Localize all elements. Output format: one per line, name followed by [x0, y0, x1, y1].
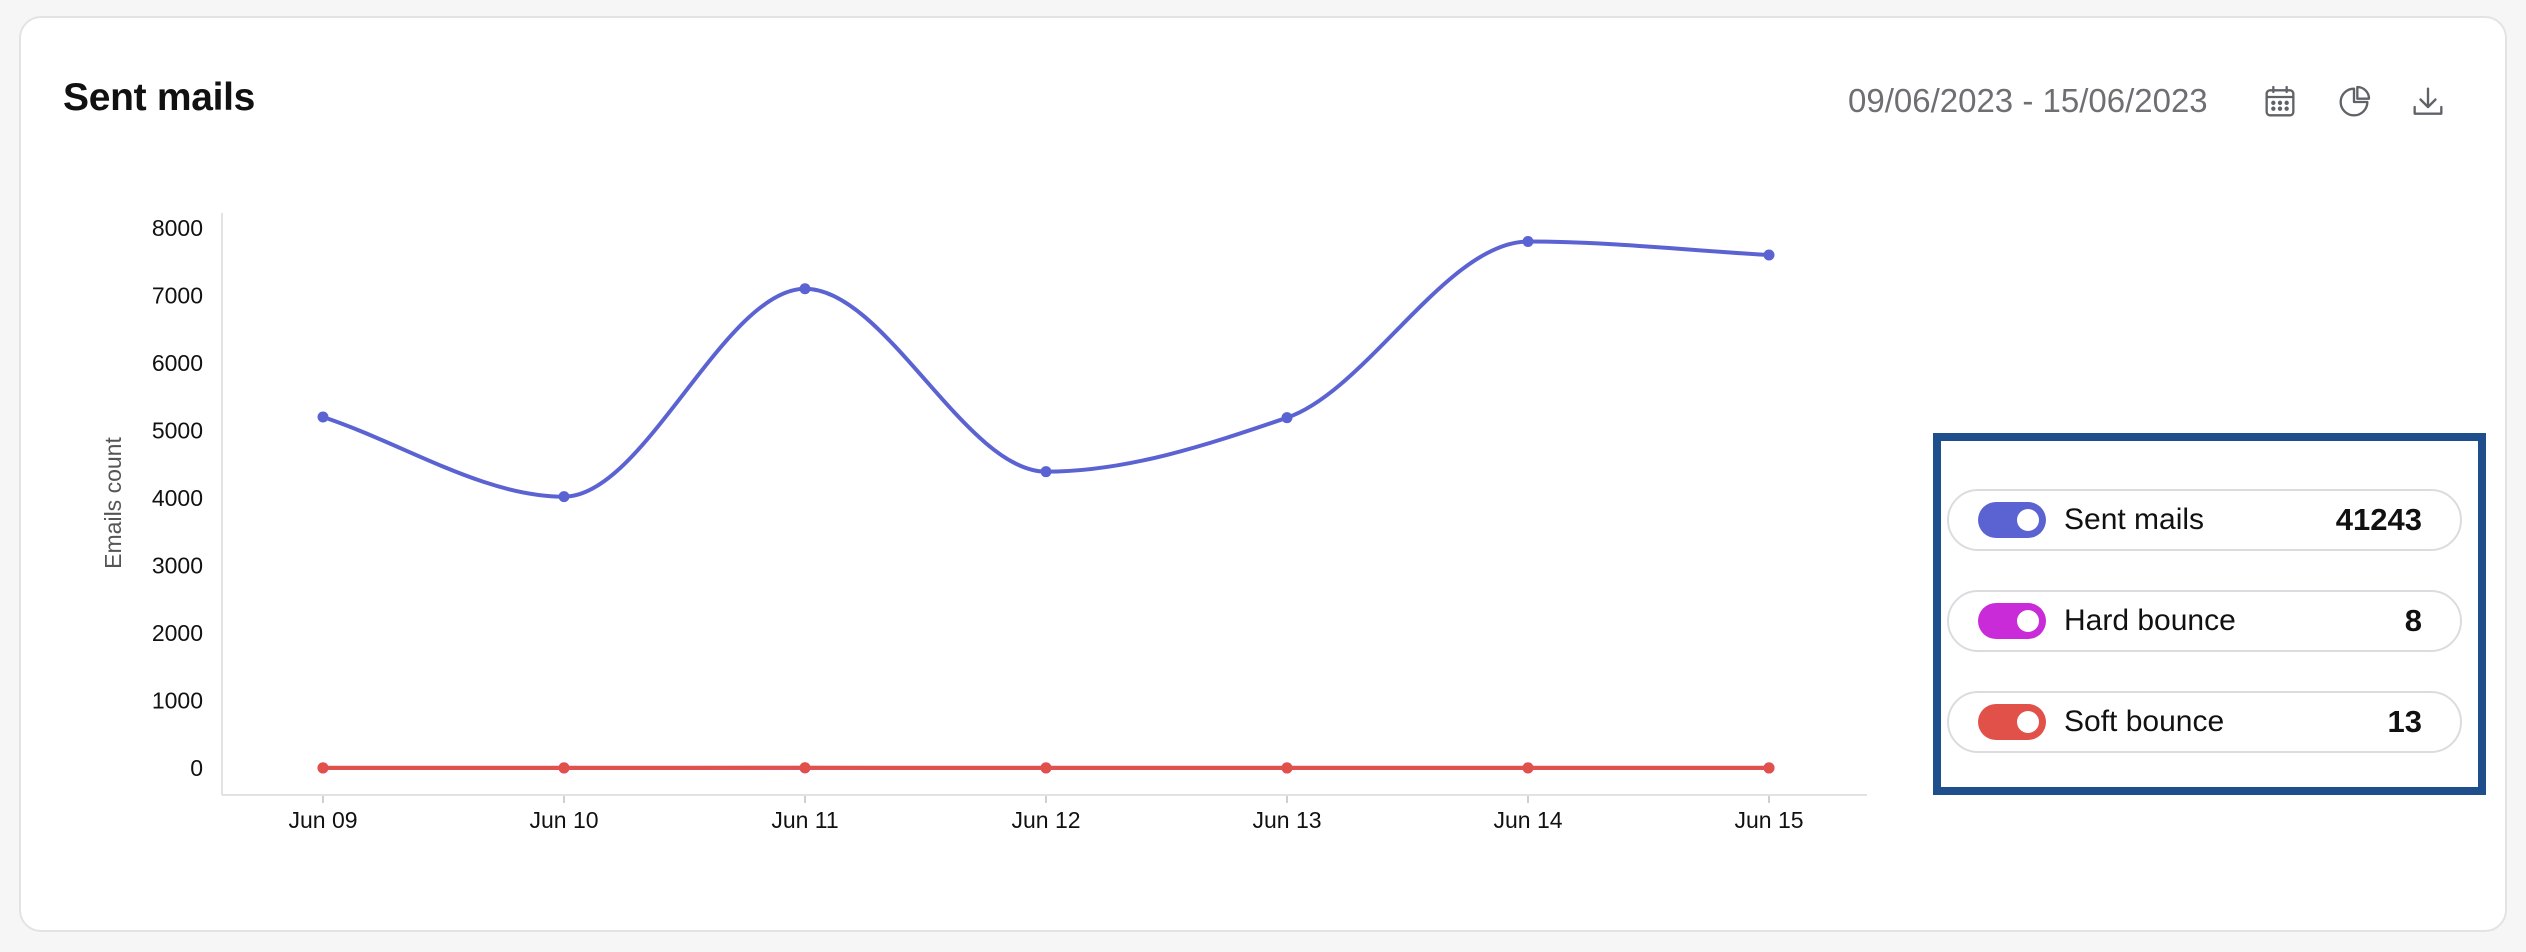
- legend-value: 41243: [2335, 502, 2422, 537]
- data-point[interactable]: [1522, 762, 1534, 774]
- legend-item-soft-bounce[interactable]: Soft bounce 13: [1947, 691, 2462, 753]
- data-point[interactable]: [558, 762, 570, 774]
- toggle-knob: [2017, 711, 2039, 733]
- legend-value: 8: [2404, 603, 2422, 638]
- data-point[interactable]: [1281, 412, 1293, 424]
- x-tick-label: Jun 13: [1252, 807, 1321, 833]
- series-toggle[interactable]: [1978, 603, 2046, 639]
- data-point[interactable]: [1281, 762, 1293, 774]
- legend-label: Soft bounce: [2064, 705, 2225, 738]
- data-point[interactable]: [317, 762, 329, 774]
- y-tick-label: 1000: [152, 688, 203, 714]
- data-point[interactable]: [1763, 249, 1775, 261]
- y-tick-label: 4000: [152, 485, 203, 511]
- legend-item-hard-bounce[interactable]: Hard bounce 8: [1947, 590, 2462, 652]
- data-point[interactable]: [799, 762, 811, 774]
- download-icon: [2413, 87, 2443, 115]
- chart-type-button[interactable]: [2332, 80, 2376, 124]
- x-tick-label: Jun 11: [771, 807, 838, 833]
- data-point[interactable]: [1040, 762, 1052, 774]
- calendar-button[interactable]: [2258, 80, 2302, 124]
- data-point[interactable]: [558, 491, 570, 503]
- data-point[interactable]: [1040, 466, 1052, 478]
- calendar-icon: [2265, 85, 2295, 117]
- legend-label: Hard bounce: [2064, 604, 2236, 637]
- data-point[interactable]: [1522, 236, 1534, 247]
- pie-chart-icon: [2339, 85, 2371, 117]
- x-tick-label: Jun 10: [529, 807, 598, 833]
- x-tick-label: Jun 14: [1493, 807, 1562, 833]
- date-range-label[interactable]: 09/06/2023 - 15/06/2023: [1848, 82, 2208, 119]
- y-tick-label: 3000: [152, 553, 203, 579]
- x-tick-label: Jun 12: [1011, 807, 1080, 833]
- y-tick-label: 0: [190, 755, 203, 781]
- data-point[interactable]: [799, 283, 811, 295]
- y-tick-label: 8000: [152, 215, 203, 241]
- legend-label: Sent mails: [2064, 503, 2205, 536]
- page-title: Sent mails: [63, 76, 256, 119]
- toggle-knob: [2017, 509, 2039, 531]
- x-tick-label: Jun 09: [288, 807, 357, 833]
- y-tick-label: 6000: [152, 350, 203, 376]
- data-point[interactable]: [1763, 762, 1775, 774]
- legend-value: 13: [2387, 704, 2422, 739]
- y-tick-label: 5000: [152, 418, 203, 444]
- download-button[interactable]: [2406, 80, 2450, 124]
- series-toggle[interactable]: [1978, 502, 2046, 538]
- x-tick-label: Jun 15: [1734, 807, 1803, 833]
- series-toggle[interactable]: [1978, 704, 2046, 740]
- emails-line-chart: 0 1000 2000 3000 4000 5000 6000 7000 8000 Jun 09…: [100, 213, 1867, 833]
- legend-item-sent-mails[interactable]: Sent mails 41243: [1947, 489, 2462, 551]
- data-point[interactable]: [317, 411, 329, 423]
- y-axis-label: Emails count: [100, 437, 126, 569]
- toggle-knob: [2017, 610, 2039, 632]
- y-tick-label: 7000: [152, 283, 203, 309]
- y-tick-label: 2000: [152, 620, 203, 646]
- series-line-sent-mails: [322, 239, 1770, 499]
